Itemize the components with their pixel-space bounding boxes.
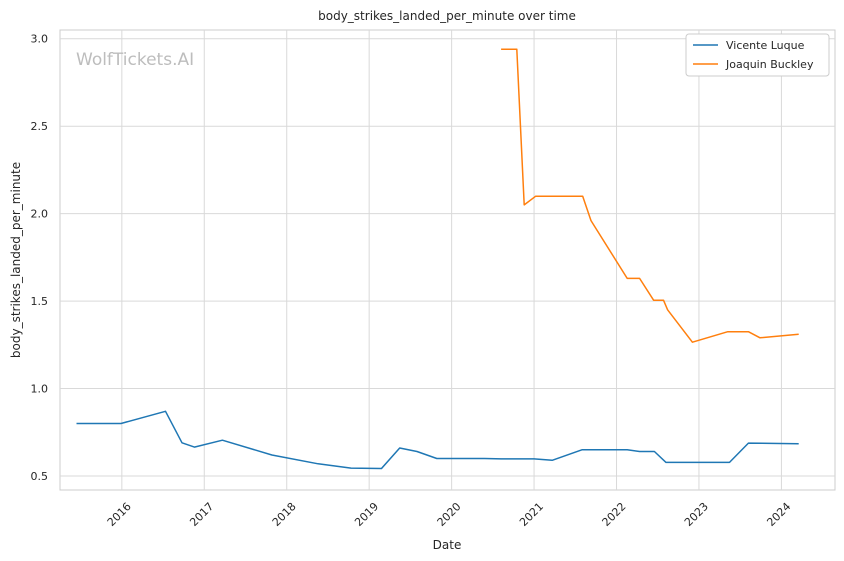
x-tick-label: 2019 bbox=[352, 500, 381, 529]
x-tick-label: 2021 bbox=[517, 500, 546, 529]
y-tick-label: 1.5 bbox=[31, 295, 49, 308]
y-tick-label: 3.0 bbox=[31, 33, 49, 46]
legend: Vicente Luque Joaquin Buckley bbox=[685, 33, 830, 77]
chart-title: body_strikes_landed_per_minute over time bbox=[318, 9, 576, 23]
watermark: WolfTickets.AI bbox=[76, 50, 194, 70]
x-tick-label: 2023 bbox=[682, 500, 711, 529]
series-lines bbox=[76, 48, 799, 470]
legend-label-joaquin-buckley: Joaquin Buckley bbox=[725, 58, 814, 71]
x-tick-label: 2016 bbox=[105, 500, 134, 529]
y-axis-label: body_strikes_landed_per_minute bbox=[9, 162, 23, 358]
y-tick-label: 0.5 bbox=[31, 470, 49, 483]
series-line-vicente-luque bbox=[76, 410, 799, 470]
y-tick-label: 1.0 bbox=[31, 383, 49, 396]
x-tick-label: 2017 bbox=[187, 500, 216, 529]
series-line-joaquin-buckley bbox=[501, 48, 799, 343]
y-tick-label: 2.5 bbox=[31, 120, 49, 133]
x-axis-label: Date bbox=[433, 538, 462, 552]
legend-box bbox=[685, 33, 830, 77]
x-tick-label: 2022 bbox=[600, 500, 629, 529]
legend-label-vicente-luque: Vicente Luque bbox=[726, 39, 805, 52]
plot-background bbox=[59, 29, 836, 491]
x-tick-label: 2024 bbox=[764, 500, 793, 529]
x-tick-label: 2018 bbox=[270, 500, 299, 529]
grid bbox=[60, 30, 835, 490]
y-axis-ticks: 0.5 1.0 1.5 2.0 2.5 3.0 bbox=[31, 33, 49, 483]
x-tick-label: 2020 bbox=[435, 500, 464, 529]
y-tick-label: 2.0 bbox=[31, 208, 49, 221]
x-axis-ticks: 2016 2017 2018 2019 2020 2021 2022 2023 2024 bbox=[105, 500, 794, 529]
